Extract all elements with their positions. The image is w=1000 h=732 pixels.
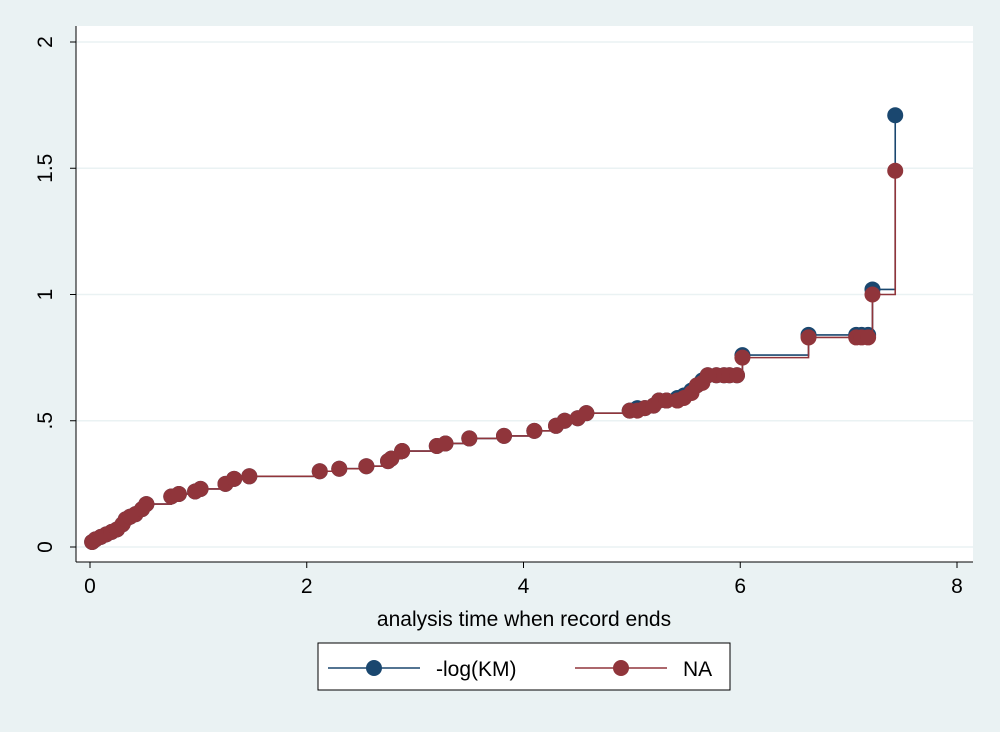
legend-item-km: -log(KM) xyxy=(328,658,517,681)
data-point xyxy=(461,430,478,447)
data-point xyxy=(864,286,881,303)
legend-marker-km xyxy=(366,660,382,676)
x-tick-label: 4 xyxy=(518,575,530,598)
data-point xyxy=(800,329,817,346)
data-point xyxy=(138,496,155,513)
data-point xyxy=(728,367,745,384)
x-tick-label: 8 xyxy=(951,575,963,598)
x-tick-label: 2 xyxy=(301,575,313,598)
data-point xyxy=(734,349,751,366)
legend-item-na: NA xyxy=(575,658,712,681)
y-tick-label: .5 xyxy=(34,412,57,430)
data-point xyxy=(437,435,454,452)
y-tick-label: 2 xyxy=(34,36,57,48)
data-point xyxy=(887,162,904,179)
x-axis-label: analysis time when record ends xyxy=(377,608,671,631)
x-tick-label: 6 xyxy=(734,575,746,598)
data-point xyxy=(358,458,375,475)
data-point xyxy=(394,443,411,460)
gridlines xyxy=(76,41,973,548)
data-point xyxy=(170,485,187,502)
legend-marker-na xyxy=(613,660,629,676)
series-layer xyxy=(84,107,904,550)
data-point xyxy=(331,460,348,477)
y-tick-label: 1.5 xyxy=(34,154,57,183)
y-tick-label: 0 xyxy=(34,541,57,553)
data-point xyxy=(311,463,328,480)
legend-label-km: -log(KM) xyxy=(436,658,517,681)
data-point xyxy=(241,468,258,485)
legend: -log(KM) NA xyxy=(317,642,731,691)
data-point xyxy=(887,107,904,124)
y-tick-label: 1 xyxy=(34,289,57,301)
data-point xyxy=(556,412,573,429)
data-point xyxy=(226,470,243,487)
data-point xyxy=(860,329,877,346)
series-1 xyxy=(84,162,904,550)
data-point xyxy=(192,480,209,497)
data-point xyxy=(495,427,512,444)
data-point xyxy=(578,405,595,422)
legend-label-na: NA xyxy=(683,658,712,681)
legend-box xyxy=(317,642,731,691)
x-tick-label: 0 xyxy=(84,575,96,598)
data-point xyxy=(526,422,543,439)
y-axis-ticks: 0 .5 1 1.5 2 xyxy=(34,36,76,553)
x-axis-ticks: 0 2 4 6 8 xyxy=(84,562,963,598)
